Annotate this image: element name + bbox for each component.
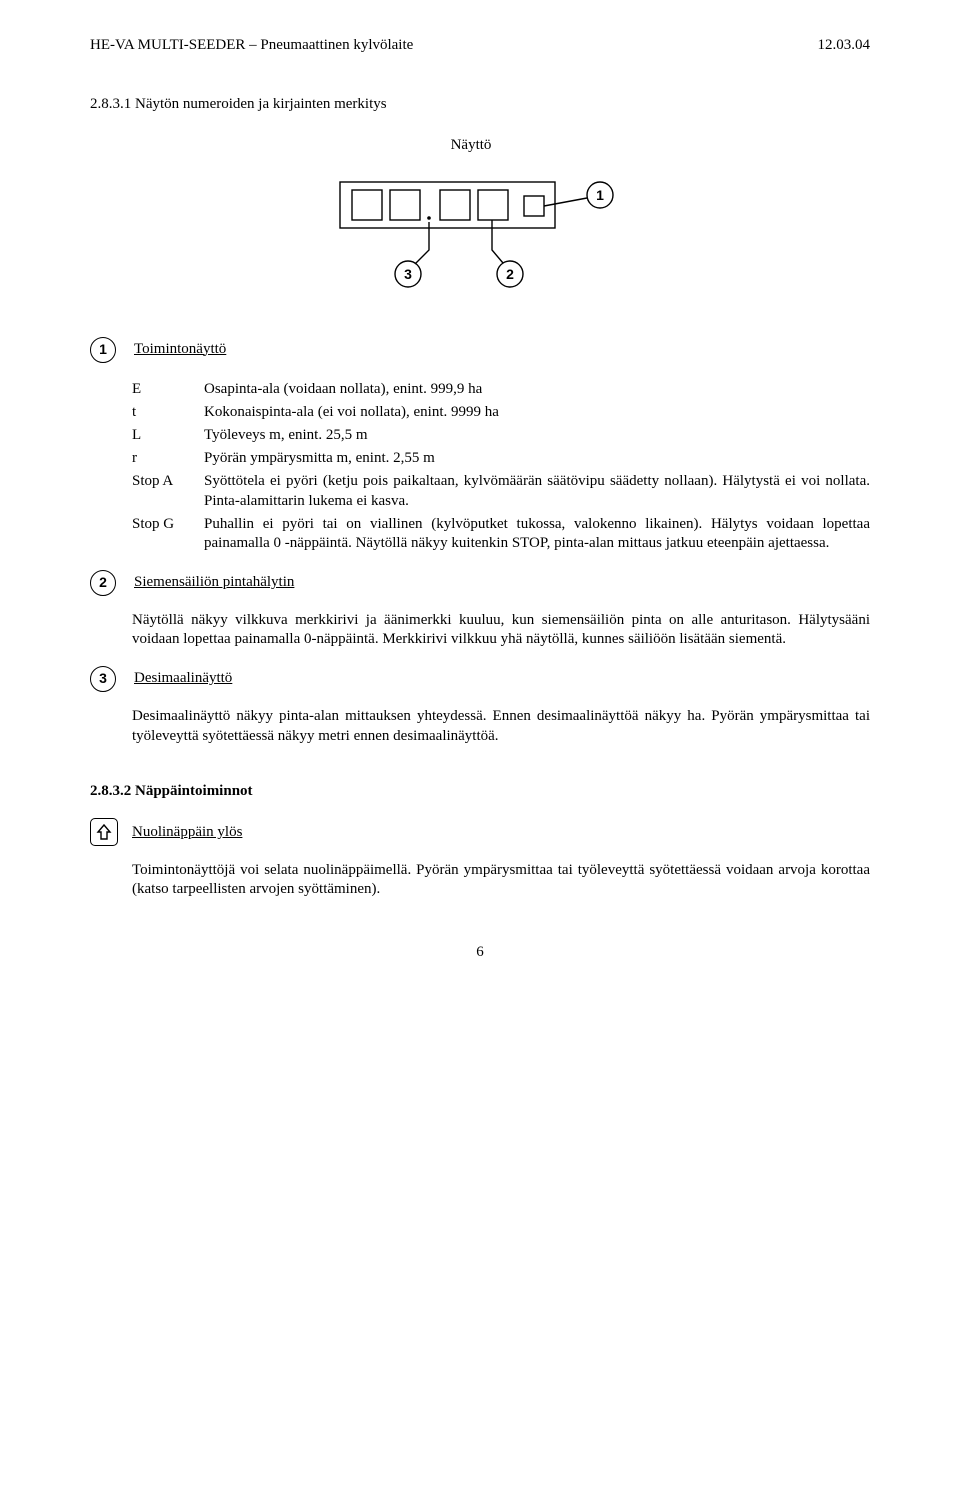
table-row: t Kokonaispinta-ala (ei voi nollata), en… xyxy=(132,401,870,424)
page-header: HE-VA MULTI-SEEDER – Pneumaattinen kylvö… xyxy=(90,36,870,55)
item-3-title: Desimaalinäyttö xyxy=(134,669,232,688)
item-3: 3 Desimaalinäyttö xyxy=(132,669,870,695)
table-row: Stop G Puhallin ei pyöri tai on vialline… xyxy=(132,513,870,555)
display-diagram: 1 3 2 xyxy=(90,160,870,310)
def-key: L xyxy=(132,424,204,447)
key-item: Nuolinäppäin ylös xyxy=(132,823,870,851)
item-1-title: Toimintonäyttö xyxy=(134,340,226,359)
key-item-para: Toimintonäyttöjä voi selata nuolinäppäim… xyxy=(132,861,870,899)
diagram-label: Näyttö xyxy=(76,136,866,155)
def-val: Pyörän ympärysmitta m, enint. 2,55 m xyxy=(204,447,870,470)
def-val: Syöttötela ei pyöri (ketju pois paikalta… xyxy=(204,470,870,512)
svg-text:1: 1 xyxy=(596,187,604,203)
item-1: 1 Toimintonäyttö xyxy=(132,340,870,366)
circle-3-icon: 3 xyxy=(90,666,116,692)
def-key: Stop G xyxy=(132,513,204,555)
table-row: r Pyörän ympärysmitta m, enint. 2,55 m xyxy=(132,447,870,470)
item-2: 2 Siemensäiliön pintahälytin xyxy=(132,573,870,599)
def-val: Työleveys m, enint. 25,5 m xyxy=(204,424,870,447)
section-title: 2.8.3.1 Näytön numeroiden ja kirjainten … xyxy=(90,95,870,114)
definition-table: E Osapinta-ala (voidaan nollata), enint.… xyxy=(132,378,870,556)
svg-text:2: 2 xyxy=(506,266,514,282)
svg-text:3: 3 xyxy=(404,266,412,282)
def-key: Stop A xyxy=(132,470,204,512)
key-item-title: Nuolinäppäin ylös xyxy=(132,823,242,842)
item-3-para: Desimaalinäyttö näkyy pinta-alan mittauk… xyxy=(132,707,870,745)
page-number: 6 xyxy=(90,943,870,962)
def-val: Kokonaispinta-ala (ei voi nollata), enin… xyxy=(204,401,870,424)
table-row: E Osapinta-ala (voidaan nollata), enint.… xyxy=(132,378,870,401)
def-key: t xyxy=(132,401,204,424)
def-key: E xyxy=(132,378,204,401)
def-val: Puhallin ei pyöri tai on viallinen (kylv… xyxy=(204,513,870,555)
table-row: L Työleveys m, enint. 25,5 m xyxy=(132,424,870,447)
arrow-up-key-icon xyxy=(90,818,118,846)
def-val: Osapinta-ala (voidaan nollata), enint. 9… xyxy=(204,378,870,401)
table-row: Stop A Syöttötela ei pyöri (ketju pois p… xyxy=(132,470,870,512)
subsection-title: 2.8.3.2 Näppäintoiminnot xyxy=(90,782,870,801)
circle-2-icon: 2 xyxy=(90,570,116,596)
def-key: r xyxy=(132,447,204,470)
item-2-title: Siemensäiliön pintahälytin xyxy=(134,573,294,592)
header-right: 12.03.04 xyxy=(818,36,871,55)
item-2-para: Näytöllä näkyy vilkkuva merkkirivi ja ää… xyxy=(132,611,870,649)
circle-1-icon: 1 xyxy=(90,337,116,363)
header-left: HE-VA MULTI-SEEDER – Pneumaattinen kylvö… xyxy=(90,36,413,55)
